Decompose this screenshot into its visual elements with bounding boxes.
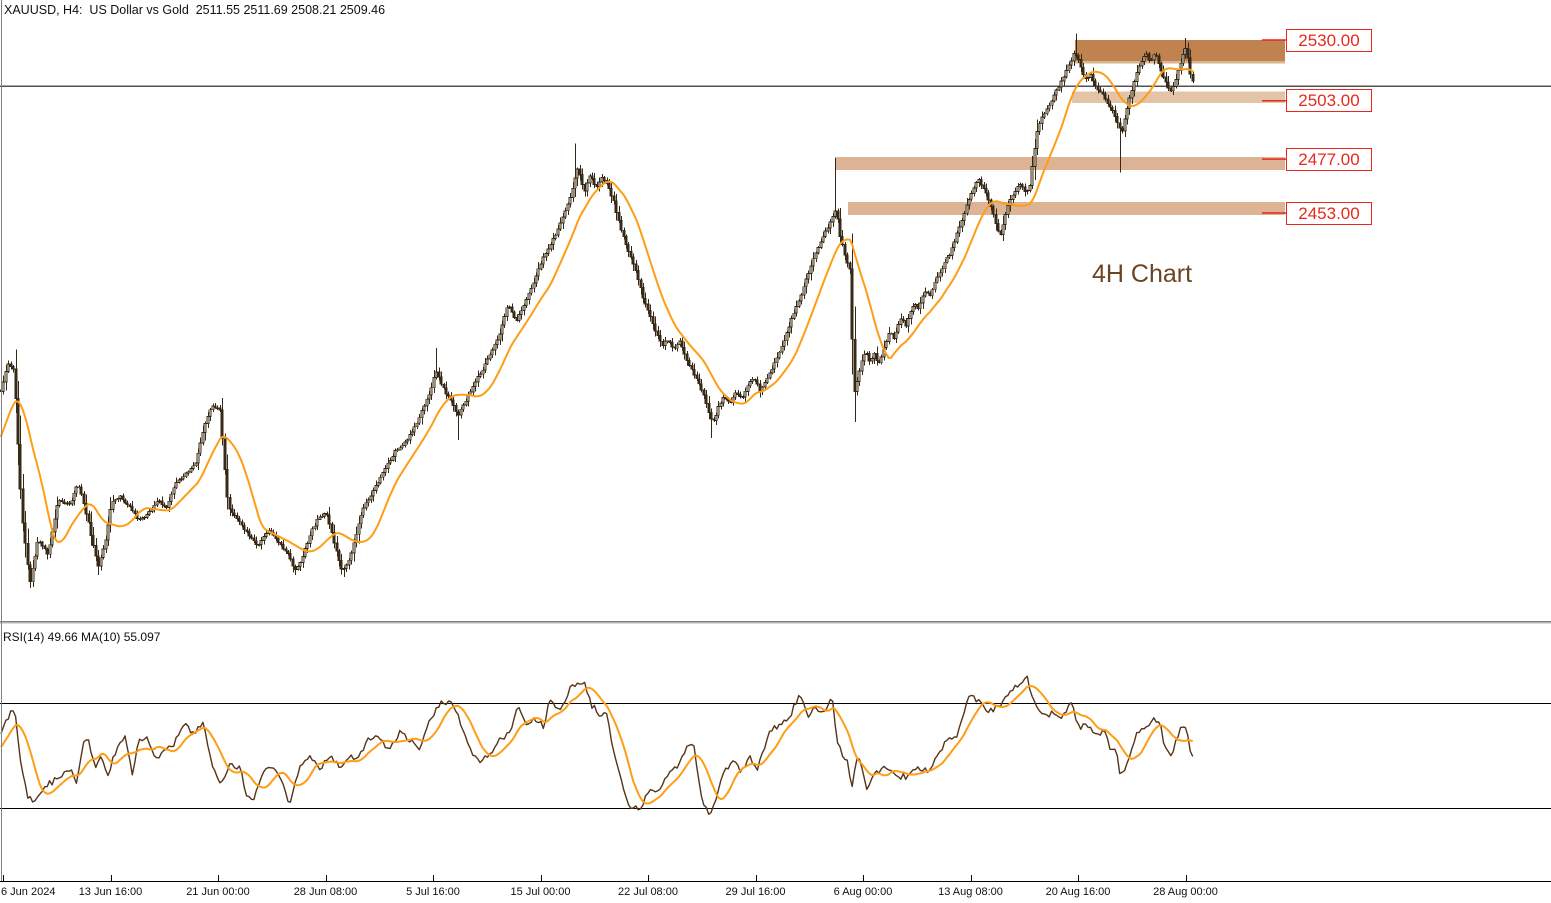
time-label: 22 Jul 08:00 — [618, 886, 678, 898]
time-label: 21 Jun 00:00 — [186, 886, 250, 898]
resistance-2477[interactable] — [835, 156, 1285, 170]
resistance-2503[interactable] — [1072, 91, 1285, 103]
rsi-line — [0, 675, 1194, 815]
time-axis-ticks — [3, 875, 1187, 882]
candlesticks — [0, 33, 1195, 589]
ma-line — [0, 67, 1194, 553]
price-label-leaders — [1262, 39, 1286, 214]
resistance-zones — [835, 40, 1285, 215]
resistance-2530[interactable] — [1075, 40, 1285, 64]
price-label-2453.00[interactable]: 2453.00 — [1286, 201, 1372, 225]
time-label: 6 Jun 2024 — [1, 886, 56, 898]
time-label: 20 Aug 16:00 — [1045, 886, 1111, 898]
time-label: 13 Aug 08:00 — [938, 886, 1003, 898]
time-label: 5 Jul 16:00 — [406, 886, 460, 898]
chart-annotation-4h: 4H Chart — [1092, 260, 1193, 288]
resistance-2530-edge — [1075, 61, 1285, 64]
time-label: 29 Jul 16:00 — [725, 886, 786, 898]
time-label: 15 Jul 00:00 — [510, 886, 571, 898]
chart-title: XAUUSD, H4: US Dollar vs Gold 2511.55 25… — [4, 3, 386, 17]
time-label: 28 Jun 08:00 — [293, 886, 358, 898]
pane-separator-light — [0, 623, 1551, 624]
time-label: 28 Aug 00:00 — [1153, 886, 1218, 898]
time-label: 6 Aug 00:00 — [833, 886, 893, 898]
rsi-level-lines — [0, 703, 1551, 809]
price-label-2477.00[interactable]: 2477.00 — [1286, 147, 1372, 171]
price-label-2530.00[interactable]: 2530.00 — [1286, 28, 1372, 52]
price-label-2503.00[interactable]: 2503.00 — [1286, 89, 1372, 113]
pane-separator[interactable] — [0, 621, 1551, 623]
rsi-ma-line — [0, 685, 1193, 805]
time-label: 13 Jun 16:00 — [78, 886, 143, 898]
resistance-2453[interactable] — [848, 201, 1285, 215]
rsi-indicator-label: RSI(14) 49.66 MA(10) 55.097 — [3, 630, 161, 644]
